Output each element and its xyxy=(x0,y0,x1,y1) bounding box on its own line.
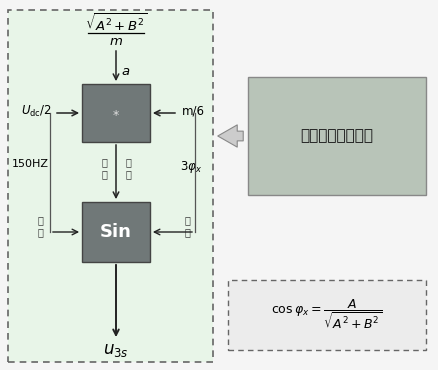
Text: 度: 度 xyxy=(37,227,43,237)
Text: 相: 相 xyxy=(125,157,131,167)
FancyBboxPatch shape xyxy=(82,202,150,262)
Text: Sin: Sin xyxy=(100,223,132,241)
Text: 幅: 幅 xyxy=(37,215,43,225)
FancyBboxPatch shape xyxy=(248,77,426,195)
Text: 度: 度 xyxy=(101,169,107,179)
Text: 位: 位 xyxy=(184,227,190,237)
Text: 幅: 幅 xyxy=(101,157,107,167)
Text: 位: 位 xyxy=(125,169,131,179)
Text: $u_{3s}$: $u_{3s}$ xyxy=(103,341,129,359)
Text: $\sqrt{A^2+B^2}$: $\sqrt{A^2+B^2}$ xyxy=(85,12,147,34)
Text: m/6: m/6 xyxy=(182,104,205,118)
FancyBboxPatch shape xyxy=(8,10,213,362)
Text: 150HZ: 150HZ xyxy=(11,159,49,169)
Text: 相: 相 xyxy=(184,215,190,225)
Text: $m$: $m$ xyxy=(109,34,123,47)
Text: $a$: $a$ xyxy=(121,65,130,78)
Text: 三次谐波生成环节: 三次谐波生成环节 xyxy=(300,128,374,144)
FancyBboxPatch shape xyxy=(228,280,426,350)
Text: $\cos\varphi_x = \dfrac{A}{\sqrt{A^2+B^2}}$: $\cos\varphi_x = \dfrac{A}{\sqrt{A^2+B^2… xyxy=(272,298,383,332)
Text: $U_{\rm dc}/2$: $U_{\rm dc}/2$ xyxy=(21,104,52,118)
Text: $3\varphi_x$: $3\varphi_x$ xyxy=(180,159,202,175)
Text: $*$: $*$ xyxy=(112,107,120,120)
FancyBboxPatch shape xyxy=(82,84,150,142)
FancyArrowPatch shape xyxy=(218,125,243,147)
